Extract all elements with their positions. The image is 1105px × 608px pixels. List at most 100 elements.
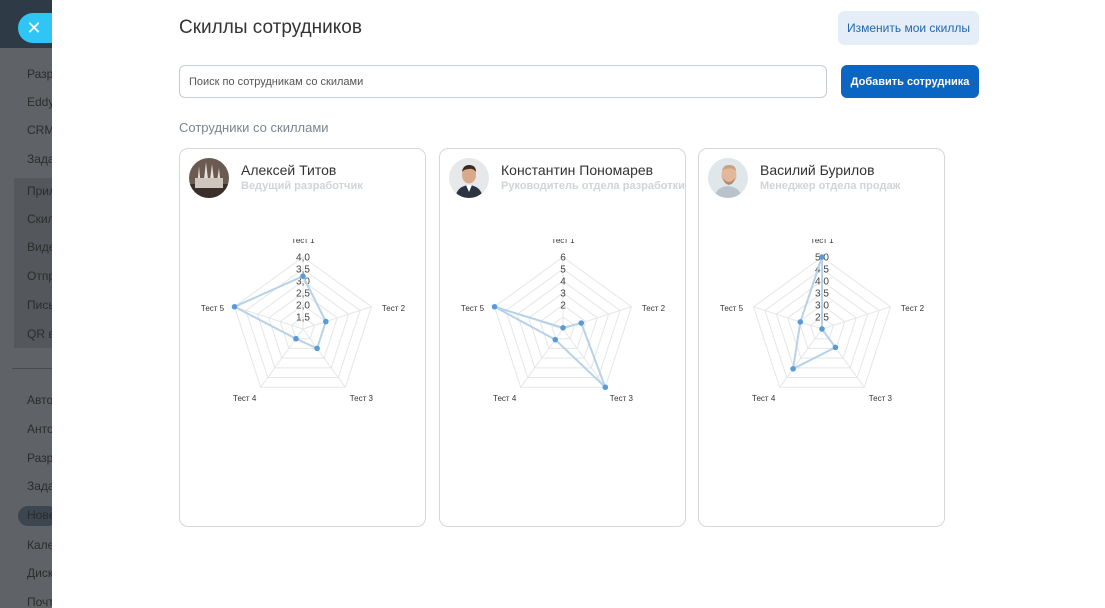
employee-name: Василий Бурилов <box>760 162 875 178</box>
radar-tick-label: 3,5 <box>296 265 310 276</box>
employee-name: Алексей Титов <box>241 162 337 178</box>
background-menu-item: Зада <box>27 479 52 493</box>
radar-grid-ring <box>798 304 846 349</box>
employee-card[interactable]: Константин Пономарев Руководитель отдела… <box>439 148 686 527</box>
radar-grid-ring <box>528 292 598 359</box>
employee-role: Ведущий разработчик <box>241 180 363 192</box>
radar-data-point <box>578 320 585 326</box>
radar-axis-label: Тест 1 <box>291 239 315 245</box>
radar-axis-label: Тест 4 <box>233 394 257 403</box>
radar-tick-label: 4,0 <box>296 253 310 264</box>
radar-data-point <box>790 366 796 372</box>
add-employee-button[interactable]: Добавить сотрудника <box>841 65 979 98</box>
radar-grid-ring <box>752 256 892 388</box>
background-sidebar: Разр Eddy CRM Зада Прил Скил Виде Отпр Пись QR в А… <box>0 0 52 608</box>
radar-grid-ring <box>256 280 350 369</box>
radar-grid-ring <box>787 292 857 359</box>
background-menu-item: Анто <box>27 422 52 436</box>
radar-grid-ring <box>268 292 338 359</box>
radar-axis-label: Тест 3 <box>610 394 634 403</box>
radar-tick-label: 2 <box>560 301 566 312</box>
radar-grid-ring <box>290 316 316 340</box>
employee-search-input[interactable] <box>179 65 827 98</box>
radar-grid-ring <box>764 268 880 379</box>
background-menu-item: Виде <box>27 240 52 254</box>
employee-role: Руководитель отдела разработки <box>501 180 685 192</box>
radar-spoke <box>562 328 606 388</box>
radar-axis-label: Тест 2 <box>901 304 925 313</box>
radar-grid-ring <box>493 256 633 388</box>
radar-data-point <box>832 344 839 351</box>
background-menu-item: Отпр <box>27 269 52 283</box>
radar-data-point <box>797 319 804 325</box>
radar-spoke <box>234 306 304 330</box>
radar-spoke <box>779 328 823 388</box>
close-slider-button[interactable]: ✕ <box>18 13 52 43</box>
radar-data-point <box>819 326 825 332</box>
radar-tick-label: 2,5 <box>296 289 310 300</box>
radar-grid-ring <box>233 256 373 388</box>
radar-tick-label: 1,5 <box>296 313 310 324</box>
edit-my-skills-button[interactable]: Изменить мои скиллы <box>838 11 979 45</box>
section-title: Сотрудники со скиллами <box>179 120 329 135</box>
employee-card[interactable]: Василий Бурилов Менеджер отдела продаж 5… <box>698 148 945 527</box>
radar-axis-label: Тест 5 <box>461 304 485 313</box>
radar-grid-ring <box>505 268 621 379</box>
background-active-item <box>18 506 52 526</box>
radar-data-point <box>819 254 825 260</box>
radar-tick-label: 6 <box>560 253 566 264</box>
radar-axis-label: Тест 2 <box>382 304 406 313</box>
background-menu-item: Кале <box>27 538 52 552</box>
radar-axis-label: Тест 5 <box>720 304 744 313</box>
radar-tick-label: 3,0 <box>296 277 310 288</box>
radar-data-point <box>293 335 299 342</box>
radar-grid-ring <box>775 280 869 369</box>
radar-grid-ring <box>809 316 835 340</box>
avatar <box>708 158 748 198</box>
background-menu-item: QR в <box>27 327 52 341</box>
radar-series-line <box>494 305 607 388</box>
radar-data-point <box>323 318 329 325</box>
employee-card[interactable]: Алексей Титов Ведущий разработчик 4,0 3,5… <box>179 148 426 527</box>
background-menu-item: Нове <box>27 508 52 522</box>
background-divider <box>12 368 52 369</box>
radar-tick-label: 5 <box>560 265 566 276</box>
employee-name: Константин Пономарев <box>501 162 654 178</box>
radar-series-line <box>232 274 327 350</box>
radar-axis-label: Тест 2 <box>642 304 666 313</box>
background-menu-item: Диск <box>27 566 52 580</box>
radar-tick-label: 2,0 <box>296 301 310 312</box>
radar-data-point <box>602 384 609 391</box>
radar-data-point <box>300 273 306 279</box>
background-menu-item: Скил <box>27 212 52 226</box>
radar-spoke <box>753 306 823 330</box>
radar-spoke <box>302 328 346 388</box>
radar-data-point <box>560 325 566 331</box>
radar-data-point <box>552 336 559 343</box>
radar-series-line <box>791 256 837 371</box>
avatar <box>449 158 489 198</box>
radar-data-point <box>314 345 320 352</box>
radar-grid-ring <box>279 304 327 349</box>
background-menu-item: Eddy <box>27 95 52 109</box>
radar-grid-ring <box>516 280 610 369</box>
radar-tick-label: 4 <box>560 277 566 288</box>
radar-axis-label: Тест 3 <box>350 394 374 403</box>
employee-role: Менеджер отдела продаж <box>760 180 901 192</box>
radar-data-point <box>491 303 498 310</box>
background-menu-item: Авто <box>27 393 52 407</box>
skills-radar-chart: 4,03,53,02,52,01,5 Тест 1 Тест 2 Тест 3 Тест… <box>201 239 406 403</box>
radar-axis-label: Тест 1 <box>551 239 575 245</box>
background-menu-item: Пись <box>27 298 52 312</box>
radar-axis-label: Тест 1 <box>810 239 834 245</box>
page-title: Скиллы сотрудников <box>179 17 362 38</box>
background-menu-group <box>14 178 52 348</box>
skills-panel: Скиллы сотрудников Изменить мои скиллы Д… <box>52 0 1105 608</box>
background-menu-item: Зада <box>27 152 52 166</box>
radar-axis-label: Тест 4 <box>752 394 776 403</box>
background-menu-item: Разр <box>27 67 52 81</box>
background-menu-item: Прил <box>27 184 52 198</box>
avatar <box>189 158 229 198</box>
